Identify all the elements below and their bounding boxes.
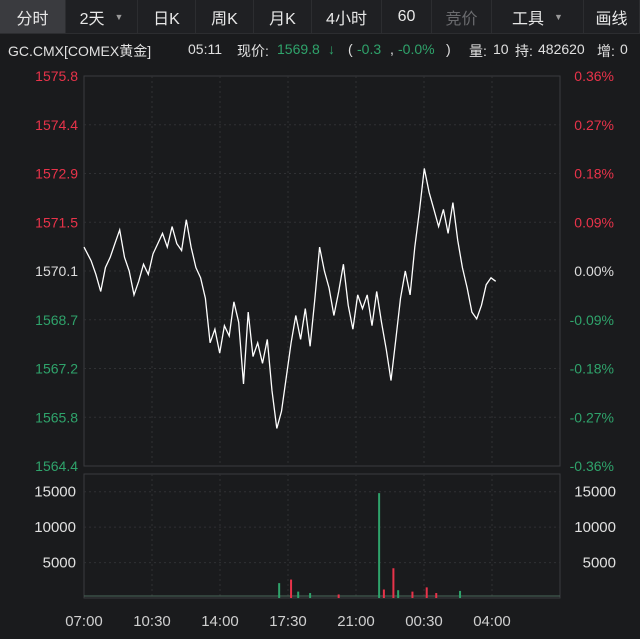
volume-bar (337, 594, 340, 598)
time-tick-label: 04:00 (473, 613, 511, 630)
toolbar-tab-label: 2天 (79, 10, 105, 28)
toolbar-tab-label: 60 (397, 7, 416, 25)
pct-tick-label: 0.00% (574, 263, 614, 279)
volume-bar (278, 583, 281, 598)
volume-bar (425, 587, 428, 598)
period-toolbar: 分时 2天 ▼ 日K 周K 月K 4小时 60 竞价 工具 ▼ 画线 (0, 0, 640, 34)
volume-bar (290, 579, 293, 598)
volume-bar (309, 593, 312, 598)
volume-bar (459, 590, 462, 598)
toolbar-tab-label: 日K (153, 10, 180, 28)
pct-tick-label: 0.36% (574, 68, 614, 84)
toolbar-tab-label: 竞价 (445, 10, 478, 28)
toolbar-tab-label: 月K (269, 10, 296, 28)
pct-tick-label: -0.18% (570, 361, 614, 377)
toolbar-tab-label: 分时 (16, 10, 49, 28)
price-tick-label: 1570.1 (35, 263, 78, 279)
toolbar-tab-label: 周K (211, 10, 238, 28)
price-change: -0.3 (357, 41, 382, 57)
price-tick-label: 1568.7 (35, 312, 78, 328)
open-interest-label: 持: (515, 43, 533, 59)
price-tick-label: 1567.2 (35, 361, 78, 377)
volume-bar (297, 591, 300, 598)
volume-panel-frame (83, 473, 561, 599)
volume-tick-label: 15000 (34, 484, 76, 501)
time-tick-label: 17:30 (269, 613, 307, 630)
price-tick-label: 1575.8 (35, 68, 78, 84)
pct-tick-label: 0.18% (574, 166, 614, 182)
volume-value: 10 (493, 41, 509, 57)
volume-tick-label-right: 10000 (574, 519, 616, 536)
volume-bar (392, 568, 395, 598)
pct-tick-label: 0.09% (574, 214, 614, 230)
toolbar-tab-6[interactable]: 60 (382, 0, 432, 33)
price-tick-label: 1564.4 (35, 458, 78, 474)
price-line (83, 168, 497, 429)
volume-tick-label-right: 15000 (574, 484, 616, 501)
price-tick-label: 1571.5 (35, 214, 78, 230)
time-tick-label: 10:30 (133, 613, 171, 630)
intraday-chart[interactable]: 1575.8 0.36% 1574.4 0.27% 1572.9 0.18% 1571.5 0… (0, 62, 640, 639)
open-paren: ( (348, 41, 353, 57)
toolbar-tab-label: 工具 (512, 10, 545, 28)
caret-down-icon: ▼ (554, 11, 563, 22)
pct-tick-label: -0.09% (570, 312, 614, 328)
toolbar-tab-5[interactable]: 4小时 (312, 0, 382, 33)
volume-bar (435, 593, 438, 598)
volume-tick-label: 10000 (34, 519, 76, 536)
price-tick-label: 1574.4 (35, 117, 78, 133)
close-paren: ) (446, 41, 451, 57)
toolbar-tab-3[interactable]: 周K (196, 0, 254, 33)
volume-bar (378, 493, 381, 598)
time-tick-label: 00:30 (405, 613, 443, 630)
toolbar-tab-4[interactable]: 月K (254, 0, 312, 33)
toolbar-tab-label: 4小时 (326, 10, 367, 28)
change-separator: , (390, 41, 394, 57)
price-change-pct: -0.0% (398, 41, 435, 57)
volume-bar (411, 591, 414, 598)
volume-bar (397, 590, 400, 598)
volume-label: 量: (469, 43, 487, 59)
time-tick-label: 07:00 (65, 613, 103, 630)
price-label: 现价: (237, 43, 269, 59)
caret-down-icon: ▼ (114, 11, 124, 22)
down-arrow-icon: ↓ (328, 41, 335, 57)
quote-info-bar: GC.CMX[COMEX黄金] 05:11 现价: 1569.8 ↓ ( -0.… (0, 38, 640, 62)
oi-change-label: 增: (597, 43, 615, 59)
volume-tick-label-right: 5000 (583, 555, 616, 572)
volume-bar (382, 589, 385, 598)
time-tick-label: 21:00 (337, 613, 375, 630)
price-tick-label: 1565.8 (35, 409, 78, 425)
volume-tick-label: 5000 (43, 555, 76, 572)
toolbar-tab-7[interactable]: 竞价 (432, 0, 492, 33)
current-price: 1569.8 (277, 41, 320, 57)
price-tick-label: 1572.9 (35, 166, 78, 182)
toolbar-tab-label: 画线 (595, 10, 628, 28)
toolbar-tab-8[interactable]: 工具 ▼ (492, 0, 584, 33)
pct-tick-label: -0.27% (570, 409, 614, 425)
pct-tick-label: 0.27% (574, 117, 614, 133)
toolbar-tab-2[interactable]: 日K (138, 0, 196, 33)
time-tick-label: 14:00 (201, 613, 239, 630)
symbol-label: GC.CMX[COMEX黄金] (8, 43, 152, 59)
open-interest-value: 482620 (538, 41, 585, 57)
toolbar-tab-9[interactable]: 画线 (584, 0, 640, 33)
toolbar-tab-0[interactable]: 分时 (0, 0, 66, 33)
oi-change-value: 0 (620, 41, 628, 57)
quote-time: 05:11 (188, 41, 222, 57)
pct-tick-label: -0.36% (570, 458, 614, 474)
toolbar-tab-1[interactable]: 2天 ▼ (66, 0, 138, 33)
